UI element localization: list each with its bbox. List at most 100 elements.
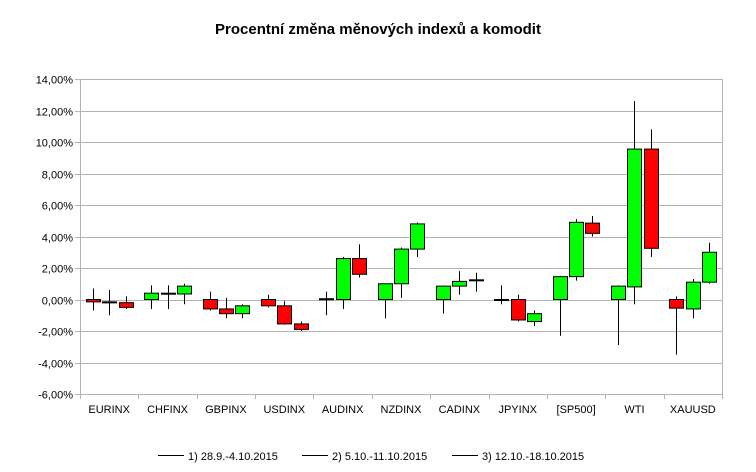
y-tick-label: 2,00% bbox=[42, 264, 73, 276]
y-tick-label: 8,00% bbox=[42, 170, 73, 182]
y-tick-label: 14,00% bbox=[36, 75, 74, 87]
x-category-label: CHFINX bbox=[147, 404, 189, 416]
candle bbox=[644, 129, 659, 257]
candle-body-up bbox=[494, 299, 509, 301]
candle-body-up bbox=[452, 280, 467, 287]
plot-frame bbox=[80, 79, 723, 395]
candle bbox=[294, 321, 309, 331]
candle-body-down bbox=[644, 148, 659, 249]
candle bbox=[585, 216, 600, 237]
candle-body-down bbox=[102, 301, 117, 304]
candle-body-up bbox=[235, 305, 250, 315]
candle-body-up bbox=[410, 223, 425, 250]
candle-body-up bbox=[686, 281, 701, 310]
candle-body-up bbox=[553, 276, 568, 301]
candle-body-up bbox=[336, 258, 351, 300]
candle bbox=[410, 222, 425, 257]
candle-body-up bbox=[378, 283, 393, 300]
y-tick-label: 4,00% bbox=[42, 233, 73, 245]
candle-body-down bbox=[669, 299, 684, 309]
candle-body-up bbox=[394, 248, 409, 285]
candle-body-down bbox=[119, 302, 134, 308]
candle-body-up bbox=[469, 279, 484, 282]
candle bbox=[86, 288, 101, 311]
x-category-label: GBPINX bbox=[205, 404, 247, 416]
candle-body-down bbox=[219, 308, 234, 315]
candle bbox=[119, 296, 134, 309]
candle bbox=[319, 291, 334, 316]
candle bbox=[352, 244, 367, 278]
candle bbox=[102, 290, 117, 316]
y-tick-label: 6,00% bbox=[42, 201, 73, 213]
candle bbox=[553, 275, 568, 336]
candle-body-up bbox=[611, 285, 626, 300]
category-labels: EURINX CHFINX GBPINX USDINX AUDINX NZDINX CADI… bbox=[88, 404, 715, 416]
candle bbox=[611, 285, 626, 346]
candle bbox=[469, 272, 484, 292]
legend-item: 2) 5.10.-11.10.2015 bbox=[302, 451, 427, 463]
x-category-label: [SP500] bbox=[557, 404, 596, 416]
grid-lines bbox=[80, 79, 722, 395]
candle bbox=[569, 219, 584, 281]
candle-body-down bbox=[86, 299, 101, 303]
candle bbox=[669, 296, 684, 355]
y-tick-label: 12,00% bbox=[36, 107, 74, 119]
candle bbox=[394, 247, 409, 298]
candle bbox=[177, 283, 192, 305]
candle-body-down bbox=[585, 222, 600, 234]
y-tick-label: -4,00% bbox=[38, 359, 73, 371]
legend-item: 3) 12.10.-18.10.2015 bbox=[452, 451, 584, 463]
x-category-label: NZDINX bbox=[381, 404, 423, 416]
x-category-label: JPYINX bbox=[498, 404, 537, 416]
candle bbox=[527, 310, 542, 327]
x-category-label: USDINX bbox=[263, 404, 305, 416]
legend-label: 3) 12.10.-18.10.2015 bbox=[482, 451, 584, 463]
candle bbox=[452, 271, 467, 295]
candle-body-down bbox=[352, 258, 367, 275]
candle-body-down bbox=[203, 299, 218, 310]
x-category-label: XAUUSD bbox=[670, 404, 716, 416]
candle bbox=[203, 291, 218, 311]
candle-body-down bbox=[277, 305, 292, 325]
candle bbox=[235, 304, 250, 319]
x-category-label: AUDINX bbox=[322, 404, 364, 416]
candle bbox=[378, 283, 393, 319]
y-tick-label: 10,00% bbox=[36, 138, 74, 150]
x-category-label: WTI bbox=[624, 404, 644, 416]
candle-body-up bbox=[436, 285, 451, 300]
candles bbox=[86, 101, 717, 355]
chart-title: Procentní změna měnových indexů a komodi… bbox=[215, 21, 541, 38]
candle-body-up bbox=[569, 221, 584, 278]
candle-body-up bbox=[177, 285, 192, 295]
candle-body-up bbox=[702, 251, 717, 283]
candle-body-up bbox=[627, 148, 642, 288]
candle bbox=[161, 285, 176, 309]
candle bbox=[627, 101, 642, 305]
candle bbox=[277, 301, 292, 325]
candle bbox=[436, 285, 451, 314]
candle bbox=[511, 294, 526, 322]
legend: 1) 28.9.-4.10.2015 2) 5.10.-11.10.2015 3) … bbox=[158, 451, 584, 463]
legend-label: 2) 5.10.-11.10.2015 bbox=[332, 451, 427, 463]
axes bbox=[75, 79, 723, 399]
y-tick-labels: -6,00% -4,00% -2,00% 0,00% 2,00% 4,00% 6,00% 8,… bbox=[36, 75, 74, 402]
candle-body-down bbox=[511, 299, 526, 321]
legend-item: 1) 28.9.-4.10.2015 bbox=[158, 451, 278, 463]
candle bbox=[686, 279, 701, 319]
candle bbox=[261, 294, 276, 308]
candle-body-down bbox=[294, 323, 309, 330]
y-tick-label: -6,00% bbox=[38, 390, 73, 402]
legend-label: 1) 28.9.-4.10.2015 bbox=[188, 451, 278, 463]
y-tick-label: -2,00% bbox=[38, 327, 73, 339]
candle bbox=[702, 242, 717, 284]
candle-body-down bbox=[261, 299, 276, 307]
candle bbox=[144, 285, 159, 309]
x-category-label: CADINX bbox=[439, 404, 481, 416]
x-category-label: EURINX bbox=[88, 404, 130, 416]
candle bbox=[219, 297, 234, 319]
candle-body-up bbox=[527, 313, 542, 323]
candle bbox=[494, 285, 509, 305]
candle-body-down bbox=[161, 292, 176, 295]
